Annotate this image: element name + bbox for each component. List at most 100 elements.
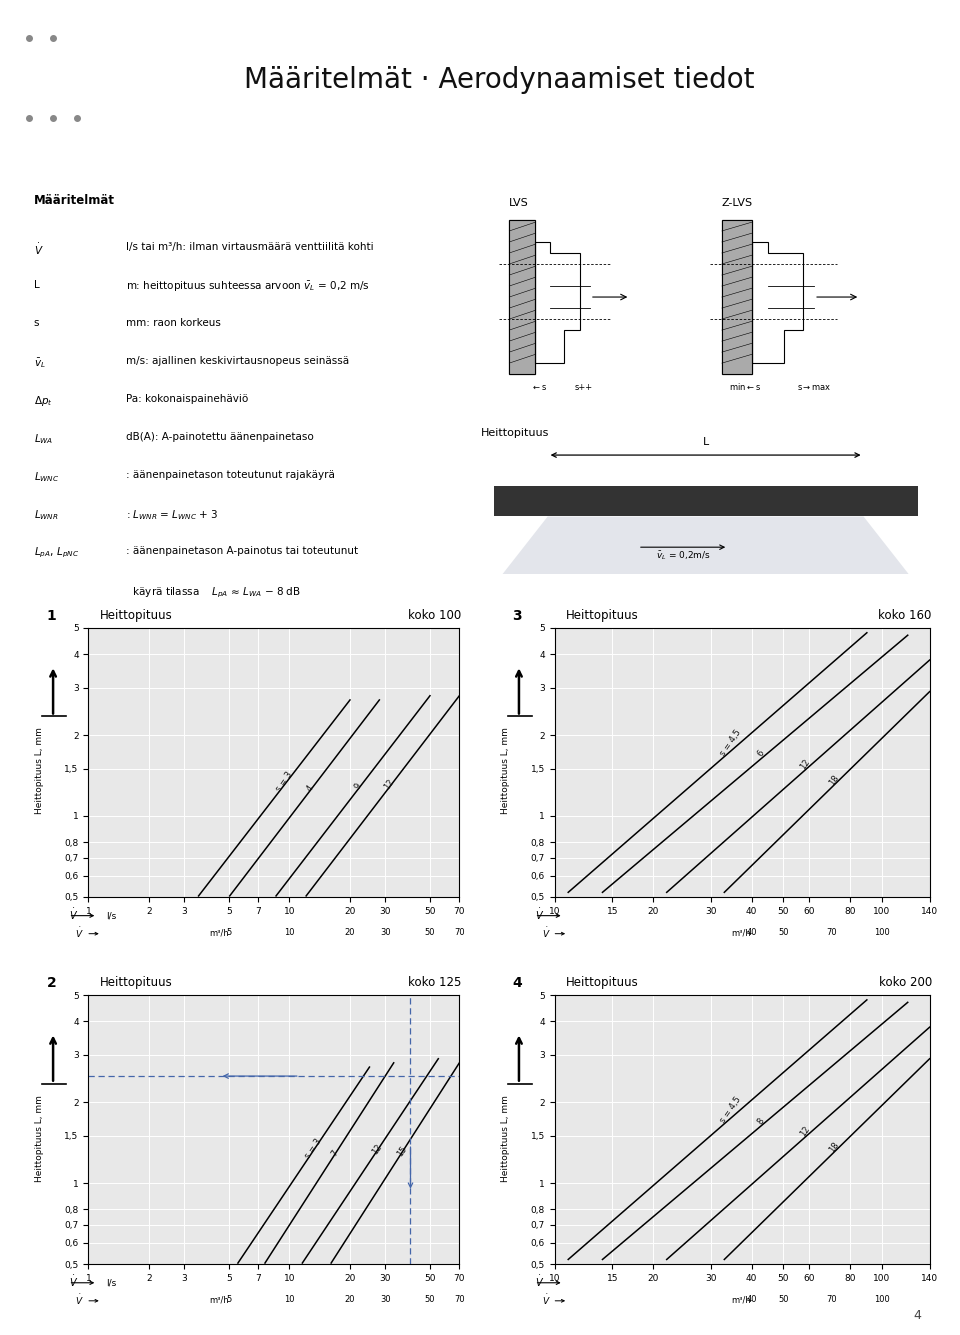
Text: 10: 10 [284,928,295,937]
Text: 4: 4 [304,784,315,793]
Text: 18: 18 [828,773,841,786]
Text: Määritelmät: Määritelmät [34,194,114,207]
Text: 12: 12 [799,757,812,772]
Text: Heittopituus: Heittopituus [100,609,172,622]
Text: 18: 18 [828,1140,841,1153]
Text: m³/h: m³/h [209,1295,228,1304]
Text: Heittopituus: Heittopituus [565,609,638,622]
Text: 7: 7 [329,1149,340,1159]
Text: s = 3: s = 3 [303,1137,324,1160]
Text: 3: 3 [513,609,522,623]
Text: 8: 8 [756,1116,766,1125]
Text: $\dot{V}$: $\dot{V}$ [68,1274,78,1288]
Text: 4: 4 [914,1310,922,1322]
Text: : äänenpainetason toteutunut rajakäyrä: : äänenpainetason toteutunut rajakäyrä [126,470,335,479]
Text: : $L_{WNR}$ = $L_{WNC}$ + 3: : $L_{WNR}$ = $L_{WNC}$ + 3 [126,507,218,522]
Text: Heittopituus: Heittopituus [481,429,549,438]
Text: m³/h: m³/h [209,928,228,937]
Text: s: s [34,318,39,327]
Text: 40: 40 [746,928,756,937]
Text: 30: 30 [380,928,391,937]
Text: $\dot{V}$: $\dot{V}$ [541,925,550,940]
Text: $L_{WNC}$: $L_{WNC}$ [34,470,59,483]
Text: koko 160: koko 160 [878,609,932,622]
Text: 70: 70 [826,1295,836,1304]
Text: 50: 50 [779,1295,788,1304]
Text: 20: 20 [345,928,355,937]
Text: 5: 5 [227,1295,231,1304]
Text: 6: 6 [756,749,766,758]
Polygon shape [722,220,752,374]
Text: s$\rightarrow$max: s$\rightarrow$max [797,383,831,391]
Text: dB(A): A-painotettu äänenpainetaso: dB(A): A-painotettu äänenpainetaso [126,431,314,442]
Text: m: heittopituus suhteessa arvoon $\bar{v}_L$ = 0,2 m/s: m: heittopituus suhteessa arvoon $\bar{v… [126,279,370,294]
Text: 10: 10 [284,1295,295,1304]
Text: l/s: l/s [106,912,116,920]
Text: l/s tai m³/h: ilman virtausmäärä venttiilitä kohti: l/s tai m³/h: ilman virtausmäärä venttii… [126,242,373,251]
Text: $\dot{V}$: $\dot{V}$ [75,1292,84,1307]
Text: $\dot{V}$: $\dot{V}$ [535,1274,543,1288]
Bar [493,486,918,517]
Text: 5: 5 [227,928,231,937]
Polygon shape [509,220,536,374]
Text: $\dot{V}$: $\dot{V}$ [535,906,543,921]
Text: s = 4,5: s = 4,5 [718,728,743,757]
Text: s++: s++ [575,383,593,391]
Text: Määritelmät · Aerodynaamiset tiedot: Määritelmät · Aerodynaamiset tiedot [244,65,755,93]
Text: 12: 12 [371,1143,384,1156]
Text: L: L [34,279,39,290]
Text: m³/h: m³/h [732,928,752,937]
Text: m³/h: m³/h [732,1295,752,1304]
Text: 50: 50 [779,928,788,937]
Text: $\dot{V}$: $\dot{V}$ [541,1292,550,1307]
Text: Heittopituus: Heittopituus [565,976,638,989]
Text: LVS: LVS [509,198,529,208]
Text: 30: 30 [380,1295,391,1304]
Text: s = 3: s = 3 [275,770,295,793]
Text: Heittopituus L, mm: Heittopituus L, mm [501,1095,510,1181]
Text: 100: 100 [874,928,890,937]
Text: $L_{pNC}$ ≈ $L_{WNC}$ − 8 dB: $L_{pNC}$ ≈ $L_{WNC}$ − 8 dB [126,626,312,641]
Text: : äänenpainetason A-painotus tai toteutunut: : äänenpainetason A-painotus tai toteutu… [126,546,358,555]
Text: 12: 12 [383,777,396,792]
Text: Heittopituus L, mm: Heittopituus L, mm [36,1095,44,1181]
Text: 40: 40 [746,1295,756,1304]
Text: $\dot{V}$: $\dot{V}$ [68,906,78,921]
Text: 15: 15 [396,1144,409,1159]
Text: koko 125: koko 125 [408,976,462,989]
Text: 70: 70 [454,928,465,937]
Text: $L_{WNR}$: $L_{WNR}$ [34,507,59,522]
Text: min$\leftarrow$s: min$\leftarrow$s [729,380,761,391]
Text: Z-LVS: Z-LVS [722,198,753,208]
Text: $\dot{V}$: $\dot{V}$ [34,242,43,256]
Text: 70: 70 [826,928,836,937]
Text: 20: 20 [345,1295,355,1304]
Text: 1: 1 [46,609,57,623]
Text: $L_{pA}$, $L_{pNC}$: $L_{pA}$, $L_{pNC}$ [34,546,79,561]
Text: 50: 50 [424,928,435,937]
Text: 50: 50 [424,1295,435,1304]
Text: $\bar{v}_L$: $\bar{v}_L$ [34,355,45,370]
Text: mm: raon korkeus: mm: raon korkeus [126,318,221,327]
Text: $\Delta p_t$: $\Delta p_t$ [34,394,53,407]
Text: $\leftarrow$s: $\leftarrow$s [532,383,547,391]
Text: $\bar{v}_L$ = 0,2m/s: $\bar{v}_L$ = 0,2m/s [656,550,710,562]
Text: koko 100: koko 100 [408,609,462,622]
Text: 100: 100 [874,1295,890,1304]
Text: l/s: l/s [106,1279,116,1287]
Text: 70: 70 [454,1295,465,1304]
Text: $L_{WA}$: $L_{WA}$ [34,431,53,446]
Text: Heittopituus L, mm: Heittopituus L, mm [36,728,44,814]
Text: 2: 2 [46,976,57,991]
Text: koko 200: koko 200 [878,976,932,989]
Text: Pa: kokonaispainehäviö: Pa: kokonaispainehäviö [126,394,248,403]
Text: 12: 12 [799,1124,812,1139]
Text: m/s: ajallinen keskivirtausnopeus seinässä: m/s: ajallinen keskivirtausnopeus seinäs… [126,355,348,366]
Text: 4: 4 [513,976,522,991]
Polygon shape [503,517,908,574]
Text: käyrä tilassa    $L_{pA}$ ≈ $L_{WA}$ − 8 dB: käyrä tilassa $L_{pA}$ ≈ $L_{WA}$ − 8 dB [126,586,300,601]
Text: 9: 9 [353,782,364,792]
Text: L: L [703,438,708,447]
Text: s = 4,5: s = 4,5 [718,1095,743,1124]
Text: $\dot{V}$: $\dot{V}$ [75,925,84,940]
